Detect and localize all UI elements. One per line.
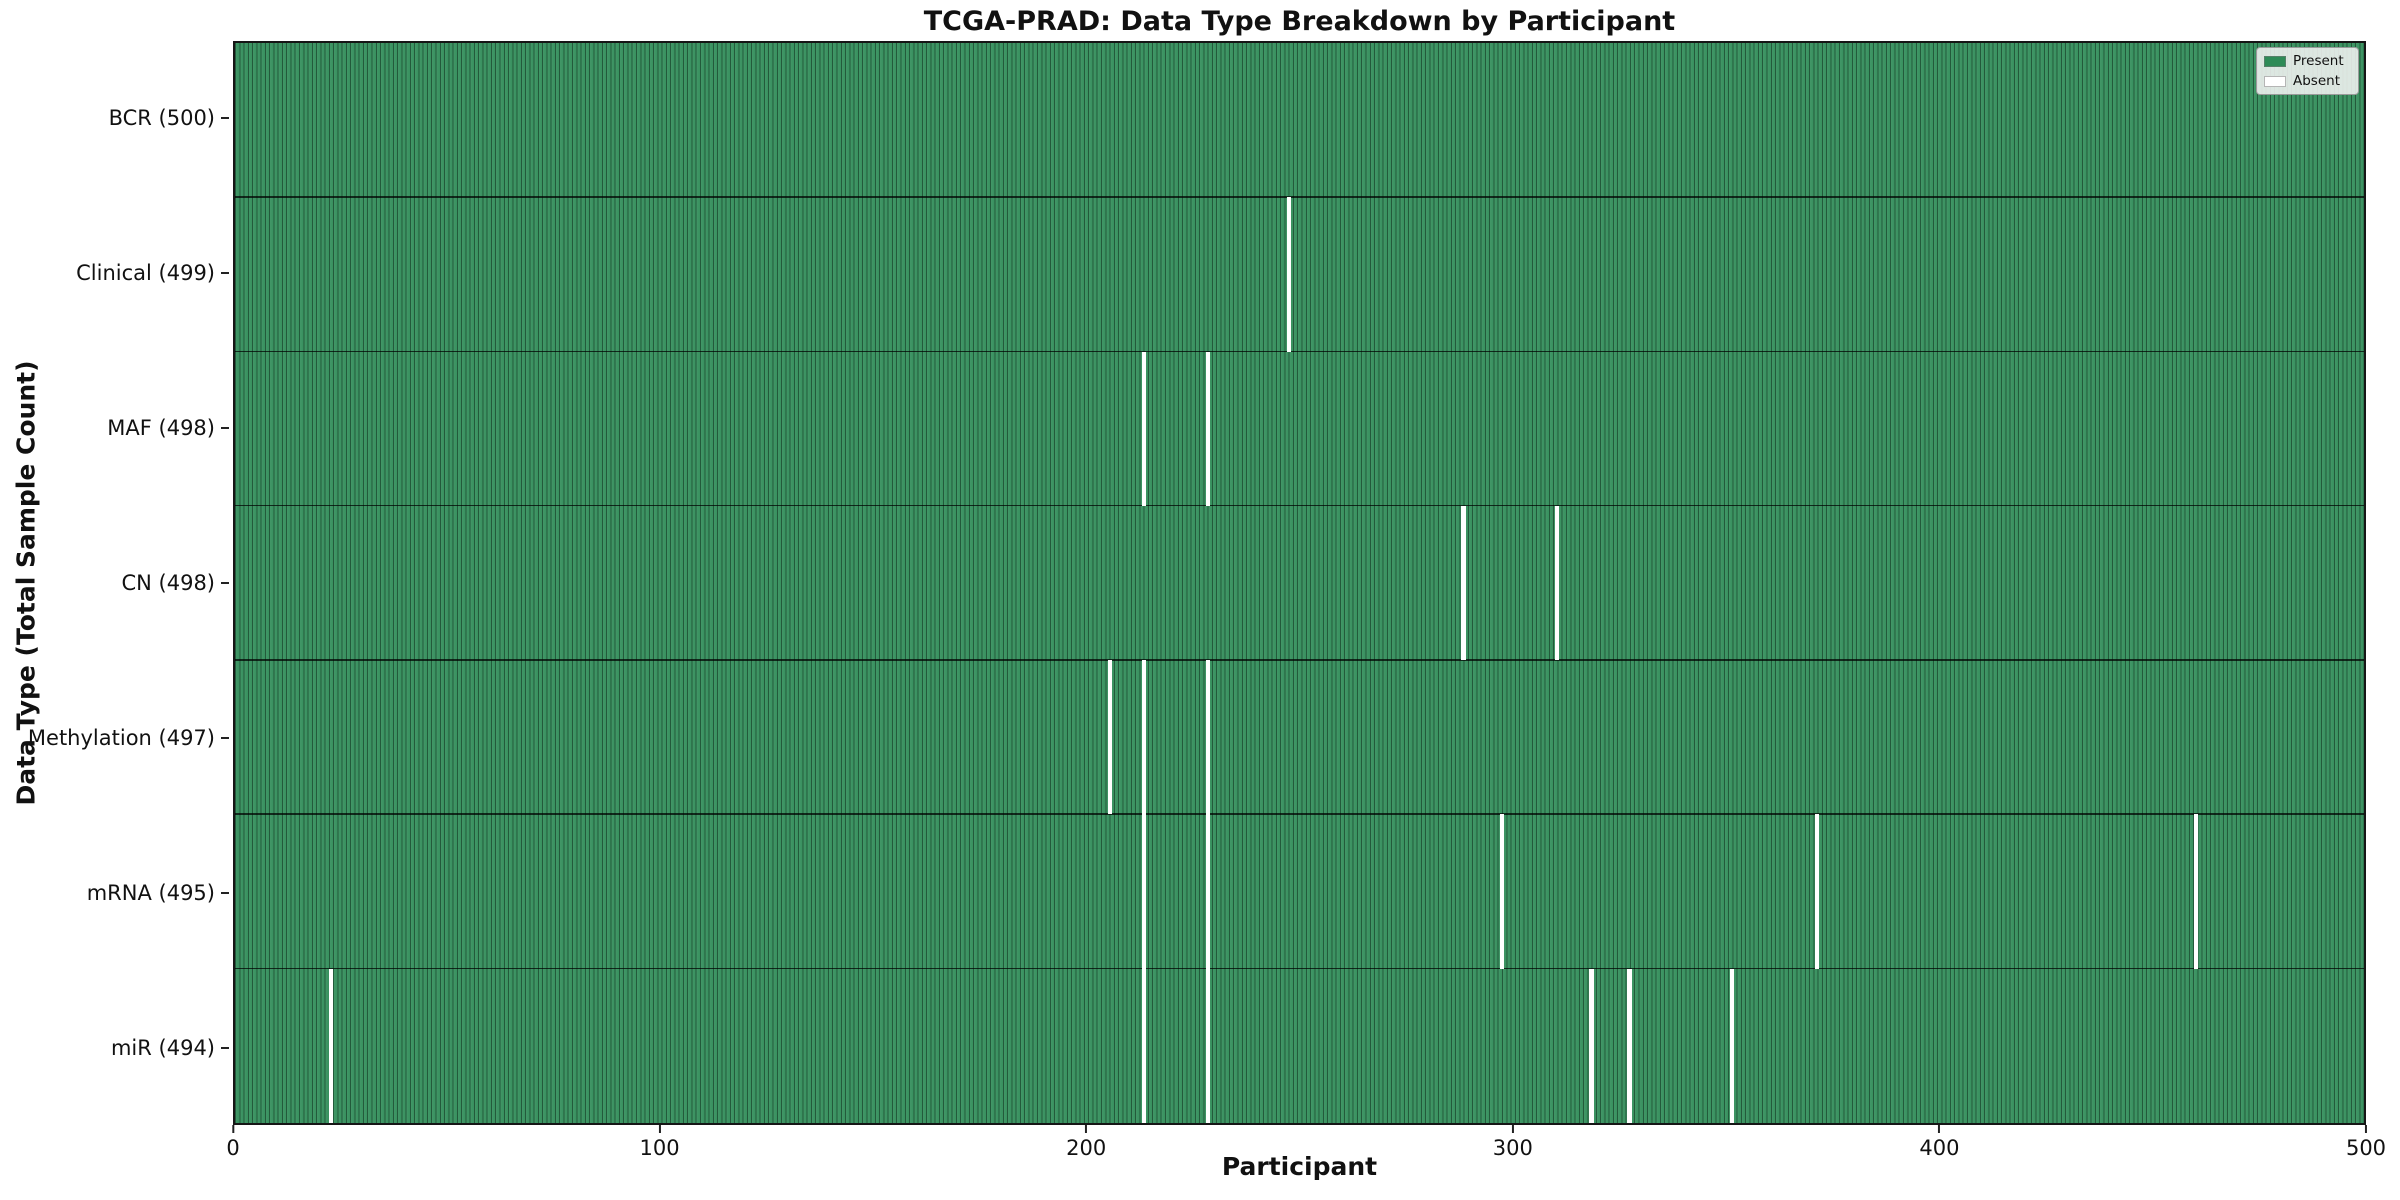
x-tick-label: 400: [1919, 1136, 1960, 1160]
row-band-miR: [235, 968, 2364, 1123]
row-band-BCR: [235, 43, 2364, 198]
legend-item-present: Present: [2264, 53, 2351, 69]
y-tick-mark: [221, 272, 229, 275]
absent-gap-Methylation-228: [1205, 660, 1211, 815]
chart-title: TCGA-PRAD: Data Type Breakdown by Partic…: [923, 6, 1676, 37]
legend-label-present: Present: [2293, 53, 2344, 69]
y-tick-label-text: MAF (498): [107, 416, 215, 441]
x-tick-label: 0: [226, 1136, 240, 1160]
x-tick-mark: [1085, 1125, 1088, 1133]
absent-gap-mRNA-297: [1499, 814, 1505, 969]
y-tick-mark: [221, 891, 229, 894]
row-band-Clinical: [235, 197, 2364, 352]
y-tick-label-text: Methylation (497): [27, 725, 215, 750]
y-tick-label-text: mRNA (495): [86, 880, 215, 905]
y-tick-label-text: Clinical (499): [76, 261, 215, 286]
x-axis-ticks: 0 100 200 300 400 500: [226, 1125, 2386, 1165]
row-separator: [235, 196, 2364, 198]
y-tick-labels: BCR (500) Clinical (499) MAF (498) CN (498)…: [0, 41, 231, 1125]
absent-gap-miR-327: [1627, 968, 1632, 1123]
row-band-CN: [235, 505, 2364, 661]
row-separator: [235, 967, 2364, 970]
row-separator: [235, 350, 2364, 353]
x-tick-400: 400: [1919, 1125, 1959, 1160]
x-tick-mark: [232, 1125, 234, 1133]
legend-label-absent: Absent: [2293, 73, 2340, 89]
x-tick-mark: [1938, 1125, 1941, 1133]
absent-gap-mRNA-371: [1814, 814, 1820, 969]
y-tick-label-text: BCR (500): [108, 106, 215, 131]
legend: Present Absent: [2256, 47, 2359, 95]
y-tick-mark: [221, 1046, 229, 1049]
row-band-Methylation: [235, 660, 2364, 815]
legend-item-absent: Absent: [2264, 73, 2351, 89]
row-separator: [235, 504, 2364, 507]
y-tick-label-text: miR (494): [110, 1035, 215, 1060]
x-tick-label: 100: [639, 1136, 680, 1160]
x-axis-label: Participant: [1221, 1152, 1378, 1181]
x-tick-label: 300: [1492, 1136, 1533, 1160]
absent-gap-miR-351: [1729, 968, 1735, 1123]
absent-gap-miR-213: [1141, 968, 1147, 1123]
y-tick-label-mRNA: mRNA (495): [0, 881, 231, 905]
y-tick-label-Clinical: Clinical (499): [0, 261, 231, 285]
row-band-MAF: [235, 351, 2364, 506]
legend-swatch-absent: [2264, 75, 2286, 87]
row-separator: [235, 659, 2364, 661]
absent-gap-mRNA-460: [2193, 814, 2199, 969]
x-tick-500: 500: [2346, 1125, 2386, 1160]
absent-gap-CN-310: [1554, 505, 1560, 661]
y-tick-mark: [221, 117, 229, 120]
y-tick-label-text: CN (498): [121, 571, 215, 595]
y-tick-mark: [221, 736, 229, 739]
x-tick-mark: [2365, 1125, 2367, 1133]
absent-gap-CN-288: [1461, 505, 1466, 661]
absent-gap-miR-22: [328, 968, 334, 1123]
y-tick-label-CN: CN (498): [0, 571, 231, 595]
x-tick-200: 200: [1066, 1125, 1106, 1160]
y-tick-label-Methylation: Methylation (497): [0, 726, 231, 750]
row-band-mRNA: [235, 814, 2364, 969]
y-tick-mark: [221, 427, 229, 430]
y-tick-mark: [221, 582, 229, 584]
y-tick-label-miR: miR (494): [0, 1036, 231, 1060]
x-tick-mark: [1511, 1125, 1514, 1133]
absent-gap-mRNA-213: [1141, 814, 1147, 969]
x-tick-label: 200: [1066, 1136, 1107, 1160]
absent-gap-MAF-213: [1141, 351, 1147, 506]
y-tick-label-BCR: BCR (500): [0, 106, 231, 130]
absent-gap-Methylation-205: [1107, 660, 1113, 815]
plot-area: [233, 41, 2366, 1125]
x-tick-100: 100: [640, 1125, 680, 1160]
y-tick-label-MAF: MAF (498): [0, 416, 231, 440]
row-separator: [235, 813, 2364, 816]
absent-gap-miR-318: [1589, 968, 1594, 1123]
absent-gap-Clinical-247: [1286, 197, 1292, 352]
absent-gap-MAF-228: [1205, 351, 1211, 506]
x-tick-0: 0: [226, 1125, 240, 1160]
x-tick-label: 500: [2345, 1136, 2387, 1160]
legend-swatch-present: [2264, 55, 2286, 67]
x-tick-300: 300: [1493, 1125, 1533, 1160]
absent-gap-mRNA-228: [1205, 814, 1211, 969]
absent-gap-Methylation-213: [1141, 660, 1147, 815]
x-tick-mark: [658, 1125, 661, 1133]
absent-gap-miR-228: [1205, 968, 1211, 1123]
